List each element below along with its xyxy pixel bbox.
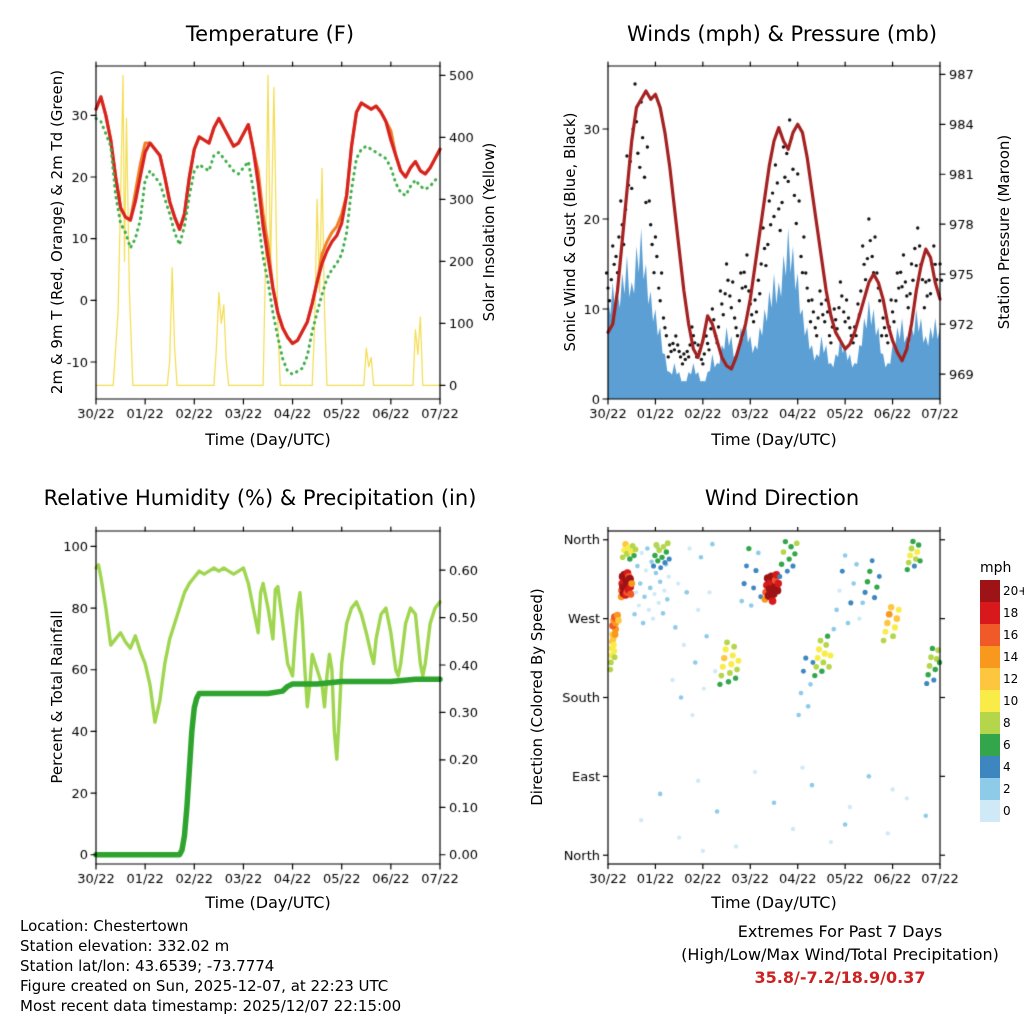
colorbar-row: 2 — [980, 778, 1024, 800]
humidity-chart-canvas — [40, 523, 500, 898]
axis-label-humidity-x: Time (Day/UTC) — [205, 893, 331, 912]
colorbar-label: 10 — [1003, 694, 1019, 708]
colorbar-row: 12 — [980, 668, 1024, 690]
axis-label-winds-x: Time (Day/UTC) — [711, 430, 837, 449]
colorbar-label: 6 — [1003, 738, 1011, 752]
colorbar-swatch — [980, 734, 1000, 756]
colorbar-swatch — [980, 646, 1000, 668]
colorbar-swatch — [980, 712, 1000, 734]
axis-label-wind-direction-x: Time (Day/UTC) — [711, 893, 837, 912]
colorbar-row: 14 — [980, 646, 1024, 668]
colorbar-swatch — [980, 690, 1000, 712]
chart-title-wind-direction: Wind Direction — [704, 486, 860, 510]
axis-label-temperature-x: Time (Day/UTC) — [205, 430, 331, 449]
colorbar-row: 4 — [980, 756, 1024, 778]
figure-created-timestamp: Figure created on Sun, 2025-12-07, at 22… — [20, 977, 389, 995]
colorbar-row: 0 — [980, 800, 1024, 822]
colorbar-swatch — [980, 624, 1000, 646]
colorbar-label: 4 — [1003, 760, 1011, 774]
colorbar-row: 20+ — [980, 580, 1024, 602]
colorbar-label: 12 — [1003, 672, 1019, 686]
colorbar-row: 8 — [980, 712, 1024, 734]
colorbar-row: 18 — [980, 602, 1024, 624]
axis-label-direction-left: Direction (Colored By Speed) — [528, 588, 546, 806]
colorbar-label: 20+ — [1003, 584, 1024, 598]
colorbar-label: 8 — [1003, 716, 1011, 730]
station-info: Location: Chestertown Station elevation:… — [20, 916, 401, 1016]
colorbar-swatch — [980, 778, 1000, 800]
chart-title-temperature: Temperature (F) — [185, 22, 355, 46]
station-elevation: Station elevation: 332.02 m — [20, 937, 230, 955]
colorbar-swatch — [980, 756, 1000, 778]
colorbar-row: 10 — [980, 690, 1024, 712]
extremes-subtitle: (High/Low/Max Wind/Total Precipitation) — [681, 945, 999, 964]
chart-title-humidity: Relative Humidity (%) & Precipitation (i… — [43, 486, 477, 510]
wind-direction-chart-canvas — [552, 523, 1012, 898]
colorbar-label: 16 — [1003, 628, 1019, 642]
colorbar-swatch — [980, 602, 1000, 624]
colorbar-title: mph — [980, 560, 1012, 576]
station-location: Location: Chestertown — [20, 917, 189, 935]
winds-chart-canvas — [552, 58, 1012, 433]
colorbar-row: 6 — [980, 734, 1024, 756]
colorbar-row: 16 — [980, 624, 1024, 646]
most-recent-data-timestamp: Most recent data timestamp: 2025/12/07 2… — [20, 997, 402, 1015]
chart-title-winds: Winds (mph) & Pressure (mb) — [626, 22, 938, 46]
wind-speed-colorbar: mph 20+ 18 16 14 12 10 8 6 4 2 0 — [980, 560, 1024, 822]
temperature-chart-canvas — [40, 58, 500, 433]
wind-speed-colorbar-entries: 20+ 18 16 14 12 10 8 6 4 2 0 — [980, 580, 1024, 822]
colorbar-swatch — [980, 800, 1000, 822]
extremes-values: 35.8/-7.2/18.9/0.37 — [754, 968, 926, 987]
station-latlon: Station lat/lon: 43.6539; -73.7774 — [20, 957, 275, 975]
extremes-title: Extremes For Past 7 Days — [737, 922, 943, 941]
colorbar-label: 2 — [1003, 782, 1011, 796]
extremes-block: Extremes For Past 7 Days (High/Low/Max W… — [630, 920, 1024, 989]
colorbar-label: 18 — [1003, 606, 1019, 620]
colorbar-swatch — [980, 580, 1000, 602]
colorbar-label: 14 — [1003, 650, 1019, 664]
colorbar-swatch — [980, 668, 1000, 690]
colorbar-label: 0 — [1003, 804, 1011, 818]
